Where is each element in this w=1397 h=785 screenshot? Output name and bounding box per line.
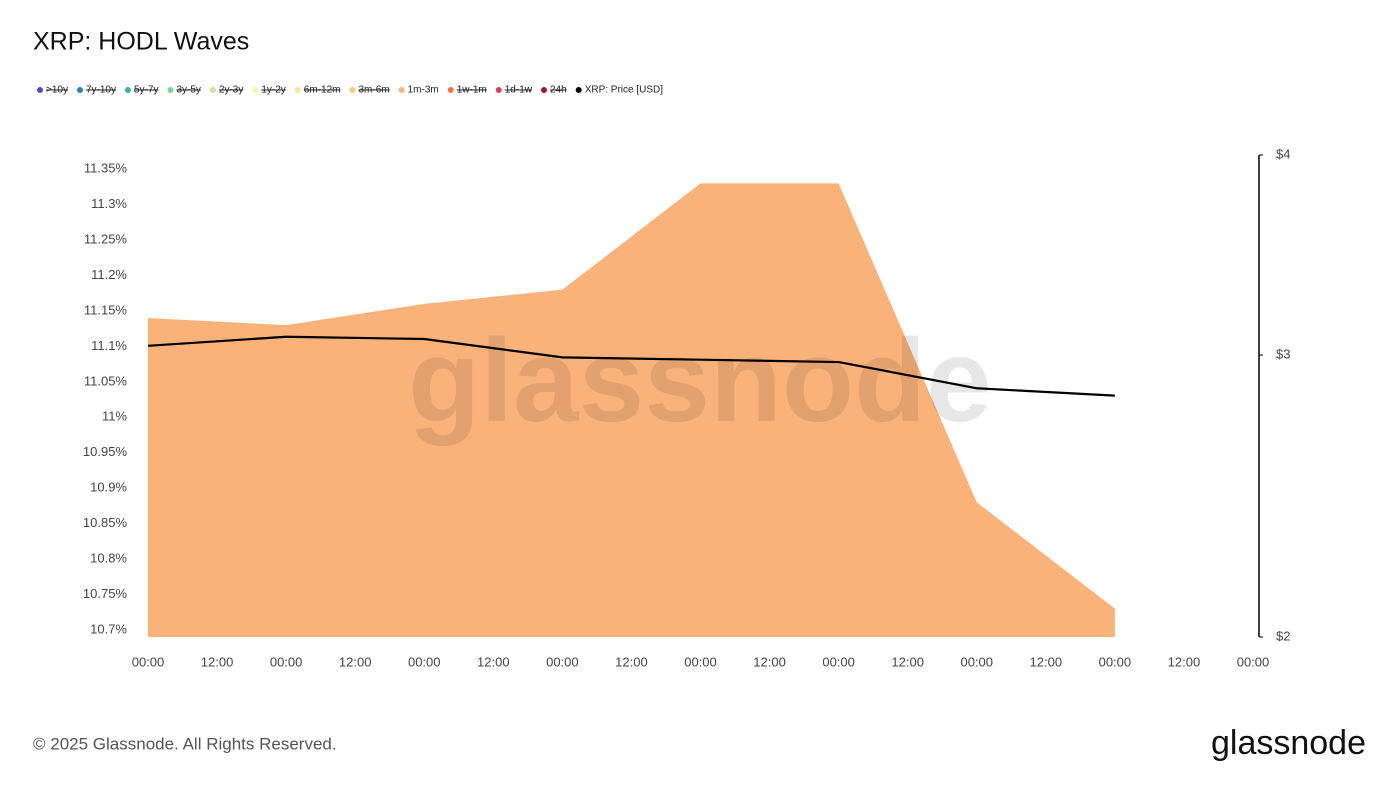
legend-marker [124,87,131,93]
y-tick-label: 11% [102,409,127,424]
x-tick-label: 00:00 [960,654,993,669]
legend-marker [167,87,174,93]
legend-marker [294,87,301,93]
legend-marker [495,87,502,93]
x-tick-label: 00:00 [1099,654,1132,669]
legend-label: 1d-1w [505,85,533,96]
x-tick-label: 12:00 [1168,654,1201,669]
legend-label: XRP: Price [USD] [585,85,664,96]
legend-label: 24h [550,85,567,96]
legend-label: 3y-5y [176,85,200,96]
y-tick-label: 10.7% [90,621,127,636]
legend-marker [447,87,454,93]
legend-label: 1y-2y [261,85,285,96]
line [147,335,1115,397]
x-tick-label: 00:00 [546,654,579,669]
chart-title: XRP: HODL Waves [33,28,249,56]
x-tick-label: 00:00 [132,654,165,669]
x-tick-label: 12:00 [339,654,372,669]
legend-label: 1m-3m [408,85,439,96]
footer: © 2025 Glassnode. All Rights Reserved. [33,734,337,753]
x-tick-label: 12:00 [201,654,234,669]
x-tick-label: 12:00 [477,654,510,669]
legend-marker [37,87,43,93]
x-tick-label: 00:00 [684,654,717,669]
x-tick-label: 12:00 [891,654,924,669]
y-tick-label: 10.95% [83,444,128,459]
y-tick-label: 10.85% [83,515,128,530]
logo: glassnode [1211,724,1366,762]
legend-label: >10y [46,85,68,96]
y2-tick-label: $2 [1276,628,1290,643]
legend-label: 6m-12m [304,85,341,96]
legend-label: 5y-7y [134,85,158,96]
x-tick-label: 12:00 [1030,654,1063,669]
legend-marker [209,87,216,93]
y-tick-label: 11.25% [84,231,128,246]
legend-label: 1w-1m [457,85,487,96]
legend-marker [575,87,582,93]
x-tick-label: 12:00 [753,654,786,669]
y2-tick-label: $4 [1276,146,1290,161]
y-tick-label: 11.15% [84,302,128,317]
x-tick-label: 12:00 [615,654,648,669]
y-tick-label: 10.75% [83,586,128,601]
watermark: glassnode [408,315,992,447]
y-tick-label: 11.35% [84,161,128,176]
legend-marker [76,87,83,93]
y-tick-label: 10.9% [90,480,127,495]
legend-marker [398,87,405,93]
y2-tick-label: $3 [1276,346,1290,361]
y-tick-label: 11.3% [91,196,127,211]
area [148,183,1115,637]
legend-marker [252,87,259,93]
x-tick-label: 00:00 [1237,654,1270,669]
legend-label: 3m-6m [358,85,389,96]
x-tick-label: 00:00 [408,654,441,669]
y-tick-label: 11.2% [91,267,127,282]
legend-label: 2y-3y [219,85,243,96]
x-tick-label: 00:00 [270,654,303,669]
y-tick-label: 11.1% [91,338,127,353]
legend-marker [349,87,356,93]
legend-marker [541,87,547,93]
x-tick-label: 00:00 [822,654,855,669]
y-tick-label: 10.8% [90,550,127,565]
y-tick-label: 11.05% [84,373,128,388]
legend-label: 7y-10y [86,85,116,96]
